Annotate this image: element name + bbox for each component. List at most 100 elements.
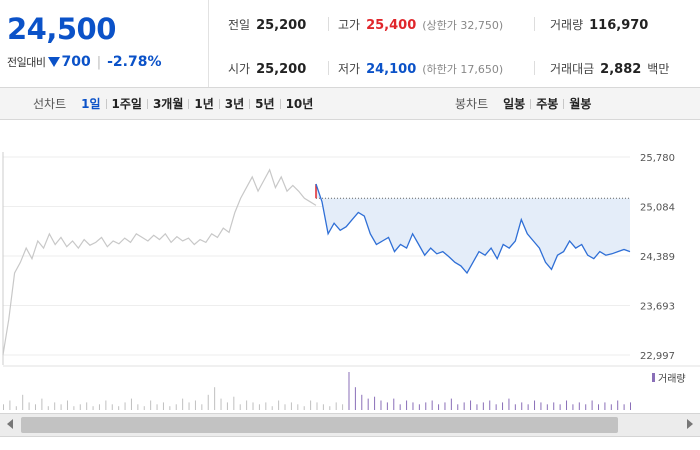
volume-bar <box>175 404 177 410</box>
tab-period-1w[interactable]: 1주일 <box>111 97 142 111</box>
stat-high: 고가 25,400 (상한가 32,750) <box>338 16 503 33</box>
divider <box>534 61 535 75</box>
chart-background <box>0 120 700 410</box>
volume-bar <box>604 402 606 410</box>
volume-bar <box>47 406 49 410</box>
volume-bar <box>412 402 414 410</box>
volume-bar <box>598 404 600 410</box>
tab-period-10y[interactable]: 10년 <box>285 97 314 111</box>
stat-label: 거래량 <box>550 18 584 32</box>
volume-bar <box>380 400 382 410</box>
volume-bar <box>623 404 625 410</box>
volume-bar <box>425 402 427 410</box>
arrow-right-icon[interactable] <box>687 419 693 429</box>
volume-bar <box>207 394 209 410</box>
stat-prev-close: 전일 25,200 <box>228 16 306 33</box>
volume-bar <box>546 404 548 410</box>
volume-bar <box>290 402 292 410</box>
divider <box>105 98 107 109</box>
volume-bar <box>335 402 337 410</box>
volume-bar <box>54 402 56 410</box>
volume-bar <box>3 404 4 410</box>
legend-swatch <box>652 373 655 382</box>
line-chart-label: 선차트 <box>33 97 67 111</box>
volume-bar <box>585 404 587 410</box>
volume-bar <box>258 404 260 410</box>
divider: | <box>96 54 102 70</box>
volume-bar <box>105 400 107 410</box>
chart-scrollbar[interactable] <box>0 413 700 437</box>
volume-bar <box>348 372 350 410</box>
chart-grid <box>2 152 630 365</box>
divider <box>328 61 329 75</box>
stat-label: 시가 <box>228 62 251 76</box>
price-box: 24,500 전일대비 700 | -2.78% <box>0 0 209 87</box>
volume-bar <box>143 406 145 410</box>
scroll-thumb[interactable] <box>21 417 618 433</box>
divider <box>530 98 532 109</box>
volume-bar <box>470 400 472 410</box>
volume-bar <box>41 398 43 410</box>
tab-period-1y[interactable]: 1년 <box>194 97 214 111</box>
stat-value: 25,200 <box>256 18 307 33</box>
volume-bar <box>271 406 273 410</box>
volume-bar <box>252 402 254 410</box>
volume-bar <box>610 404 612 410</box>
volume-bar <box>233 396 235 410</box>
tab-candle-monthly[interactable]: 월봉 <box>569 97 592 111</box>
divider <box>218 98 220 109</box>
chart-svg: 25,780 25,084 24,389 23,693 22,997 거래량 <box>0 120 700 410</box>
volume-bar <box>399 404 401 410</box>
divider <box>249 98 251 109</box>
stat-label: 전일 <box>228 18 251 32</box>
volume-bar <box>559 404 561 410</box>
volume-bar <box>374 396 376 410</box>
volume-bar <box>393 398 395 410</box>
divider <box>188 98 190 109</box>
volume-bar <box>182 398 184 410</box>
volume-bar <box>239 404 241 410</box>
down-arrow-icon <box>48 57 61 67</box>
volume-bar <box>489 400 491 410</box>
tab-period-3m[interactable]: 3개월 <box>152 97 184 111</box>
volume-bar <box>438 404 440 410</box>
volume-bar <box>278 400 280 410</box>
volume-bar <box>617 400 619 410</box>
current-price: 24,500 <box>7 12 116 46</box>
volume-bar <box>201 404 203 410</box>
volume-bar <box>124 402 126 410</box>
divider <box>279 98 281 109</box>
stat-value: 25,200 <box>256 62 307 77</box>
volume-bar <box>418 404 420 410</box>
arrow-left-icon[interactable] <box>7 419 13 429</box>
volume-bar <box>578 402 580 410</box>
volume-bar <box>303 406 305 410</box>
volume-bar <box>463 402 465 410</box>
price-chart[interactable]: 25,780 25,084 24,389 23,693 22,997 거래량 <box>0 120 700 410</box>
stat-low: 저가 24,100 (하한가 17,650) <box>338 60 503 77</box>
stat-value: 24,100 <box>366 62 417 77</box>
candle-chart-label: 봉차트 <box>455 97 489 111</box>
volume-bar <box>566 400 568 410</box>
volume-bar <box>66 400 68 410</box>
tab-candle-daily[interactable]: 일봉 <box>503 97 526 111</box>
tab-period-3y[interactable]: 3년 <box>224 97 245 111</box>
current-session-line <box>315 183 631 275</box>
volume-bar <box>572 404 574 410</box>
volume-bar <box>169 406 171 410</box>
tab-period-5y[interactable]: 5년 <box>255 97 275 111</box>
chart-toolbar: 선차트 1일 1주일 3개월 1년 3년 5년 10년 봉차트 일봉 주봉 월봉 <box>0 88 700 120</box>
volume-bar <box>367 398 369 410</box>
volume-bar <box>22 394 24 410</box>
stat-label: 거래대금 <box>550 62 595 76</box>
stat-value: 25,400 <box>366 18 417 33</box>
tab-period-1d[interactable]: 1일 <box>81 97 101 111</box>
stat-sub: (하한가 17,650) <box>422 63 504 76</box>
stat-trade-value: 거래대금 2,882 백만 <box>550 60 669 77</box>
y-tick-label: 22,997 <box>640 351 675 362</box>
y-tick-label: 23,693 <box>640 302 675 313</box>
volume-bar <box>34 404 36 410</box>
candle-chart-group: 봉차트 일봉 주봉 월봉 <box>455 88 596 119</box>
divider <box>534 17 535 31</box>
tab-candle-weekly[interactable]: 주봉 <box>536 97 559 111</box>
